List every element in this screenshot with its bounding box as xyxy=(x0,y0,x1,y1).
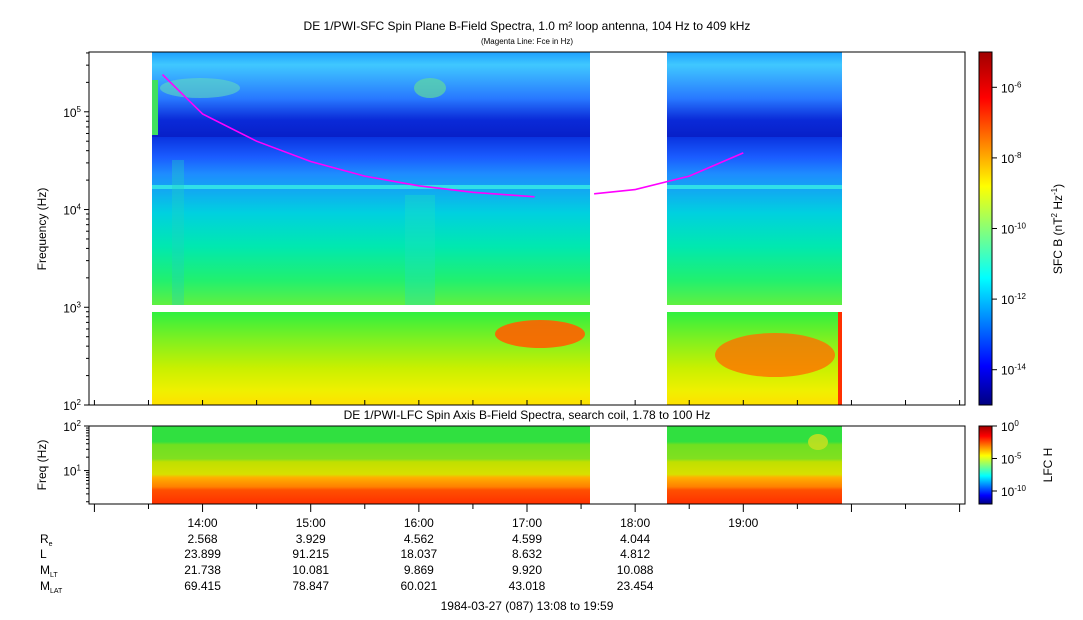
x-tick-label: 16:00 xyxy=(404,516,434,530)
ephemeris-row-label: Re xyxy=(40,532,53,548)
top-colorbar-label: SFC B (nT2 Hz-1) xyxy=(1050,184,1065,274)
ephemeris-value: 8.632 xyxy=(512,547,542,561)
ephemeris-value: 69.415 xyxy=(184,579,221,593)
top-heatmap-segment-1 xyxy=(152,52,590,405)
ephemeris-value: 78.847 xyxy=(292,579,329,593)
bottom-heatmap-segment-1 xyxy=(152,426,590,504)
ephemeris-row-label: MLAT xyxy=(40,579,63,595)
x-tick-label: 18:00 xyxy=(620,516,650,530)
ephemeris-value: 2.568 xyxy=(188,532,218,546)
ephemeris-value: 21.738 xyxy=(184,563,221,577)
top-y-tick-label: 105 xyxy=(63,105,81,120)
ephemeris-value: 23.454 xyxy=(617,579,654,593)
ephemeris-value: 4.599 xyxy=(512,532,542,546)
x-tick-label: 17:00 xyxy=(512,516,542,530)
ephemeris-value: 3.929 xyxy=(296,532,326,546)
top-colorbar-tick-label: 10-6 xyxy=(1001,80,1022,95)
bottom-y-axis-label: Freq (Hz) xyxy=(35,440,49,491)
ephemeris-value: 60.021 xyxy=(401,579,438,593)
x-tick-label: 15:00 xyxy=(296,516,326,530)
ephemeris-value: 9.920 xyxy=(512,563,542,577)
ephemeris-value: 43.018 xyxy=(509,579,546,593)
ephemeris-row-label: MLT xyxy=(40,563,58,579)
bottom-x-axis: 14:00 15:00 16:00 17:00 18:00 19:00 xyxy=(93,504,961,530)
ephemeris-value: 10.081 xyxy=(292,563,329,577)
top-colorbar: 10-6 10-8 10-10 10-12 10-14 SFC B (nT2 Hz-1) xyxy=(978,51,1065,406)
bottom-colorbar-label: LFC H xyxy=(1041,448,1055,483)
bottom-y-tick-label: 101 xyxy=(63,464,81,479)
bottom-y-tick-label: 102 xyxy=(63,419,81,434)
ephemeris-value: 4.044 xyxy=(620,532,650,546)
bottom-colorbar-tick-label: 10-10 xyxy=(1001,484,1026,499)
ephemeris-value: 91.215 xyxy=(292,547,329,561)
fce-magenta-line xyxy=(161,74,744,198)
top-y-tick-label: 102 xyxy=(63,398,81,413)
top-x-ticks xyxy=(93,400,961,405)
ephemeris-value: 9.869 xyxy=(404,563,434,577)
top-colorbar-tick-label: 10-12 xyxy=(1001,292,1026,307)
top-y-axis: 102 103 104 105 xyxy=(63,52,89,413)
x-tick-label: 19:00 xyxy=(728,516,758,530)
ephemeris-value: 4.562 xyxy=(404,532,434,546)
bottom-colorbar-tick-label: 100 xyxy=(1001,419,1019,434)
x-tick-label: 14:00 xyxy=(188,516,218,530)
ephemeris-row-label: L xyxy=(40,547,47,561)
bottom-y-axis: 101 102 xyxy=(63,419,89,503)
ephemeris-value: 4.812 xyxy=(620,547,650,561)
top-colorbar-tick-label: 10-10 xyxy=(1001,222,1026,237)
top-chart-title: DE 1/PWI-SFC Spin Plane B-Field Spectra,… xyxy=(304,19,751,33)
top-colorbar-tick-label: 10-14 xyxy=(1001,363,1026,378)
top-y-tick-label: 104 xyxy=(63,203,81,218)
bottom-colorbar-tick-label: 10-5 xyxy=(1001,452,1022,467)
ephemeris-value: 23.899 xyxy=(184,547,221,561)
top-y-axis-label: Frequency (Hz) xyxy=(35,188,49,271)
top-heatmap-segment-2 xyxy=(667,52,842,405)
top-y-tick-label: 103 xyxy=(63,300,81,315)
top-chart-subtitle: (Magenta Line: Fce in Hz) xyxy=(481,37,573,46)
bottom-chart-title: DE 1/PWI-LFC Spin Axis B-Field Spectra, … xyxy=(344,408,711,422)
ephemeris-value: 18.037 xyxy=(401,547,438,561)
ephemeris-value: 10.088 xyxy=(617,563,654,577)
top-spectrogram-panel: 102 103 104 105 Frequency (Hz) xyxy=(35,51,966,413)
ephemeris-table: Re 2.568 3.929 4.562 4.599 4.044 L 23.899 91.215… xyxy=(40,532,654,595)
bottom-colorbar-ticks: 100 10-5 10-10 xyxy=(992,419,1026,499)
top-colorbar-ticks: 10-6 10-8 10-10 10-12 10-14 xyxy=(992,80,1026,378)
top-colorbar-tick-label: 10-8 xyxy=(1001,151,1022,166)
time-range-footer: 1984-03-27 (087) 13:08 to 19:59 xyxy=(441,599,614,613)
bottom-colorbar: 100 10-5 10-10 LFC H xyxy=(978,419,1055,505)
bottom-spectrogram-panel: 101 102 Freq (Hz) 14:00 15:00 16:00 17:00 18:… xyxy=(35,419,966,530)
